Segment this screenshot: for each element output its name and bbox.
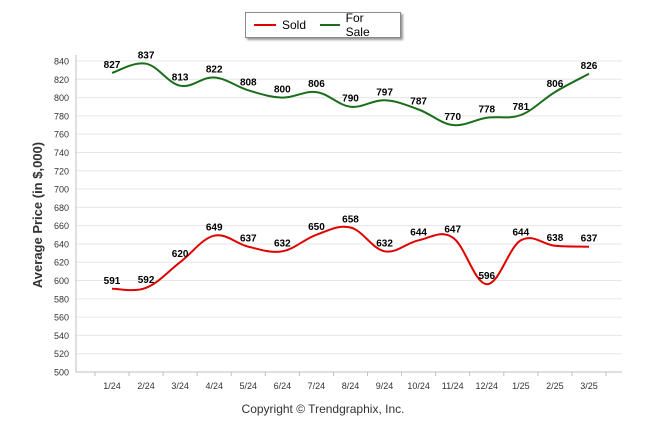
x-tick-label: 5/24 — [240, 381, 258, 391]
y-tick-label: 520 — [54, 349, 69, 359]
data-label-for-sale: 797 — [376, 87, 393, 98]
data-label-sold: 592 — [138, 275, 155, 286]
y-tick-label: 600 — [54, 276, 69, 286]
data-label-sold: 644 — [513, 227, 530, 238]
copyright-text: Copyright © Trendgraphix, Inc. — [241, 402, 405, 416]
legend-item-sold[interactable]: Sold — [254, 18, 306, 32]
data-label-for-sale: 837 — [138, 51, 155, 62]
y-axis: 500 520 540 560 580 600 620 640 660 680 700 720 740 7… — [54, 55, 77, 378]
legend-label-for-sale: For Sale — [345, 11, 370, 39]
y-tick-label: 840 — [54, 57, 69, 67]
y-tick-label: 560 — [54, 313, 69, 323]
y-tick-label: 640 — [54, 239, 69, 249]
data-label-for-sale: 827 — [104, 60, 121, 71]
data-label-for-sale: 770 — [444, 112, 461, 123]
y-axis-label: Average Price (in $,000) — [30, 142, 45, 288]
legend-label-sold: Sold — [282, 18, 307, 32]
y-tick-label: 740 — [54, 148, 69, 158]
y-tick-label: 540 — [54, 331, 69, 341]
data-label-for-sale: 790 — [342, 94, 359, 105]
x-tick-label: 11/24 — [442, 381, 464, 391]
data-label-for-sale: 800 — [274, 85, 291, 96]
data-label-for-sale: 808 — [240, 77, 257, 88]
data-label-sold: 658 — [342, 214, 359, 225]
y-tick-label: 780 — [54, 111, 69, 121]
legend-swatch-sold — [254, 24, 276, 26]
data-label-for-sale: 826 — [581, 61, 598, 72]
data-label-sold: 644 — [410, 227, 427, 238]
x-tick-label: 2/24 — [137, 381, 155, 391]
x-tick-label: 9/24 — [376, 381, 394, 391]
x-tick-label: 10/24 — [407, 381, 430, 391]
data-label-sold: 638 — [547, 233, 564, 244]
grid-lines — [76, 60, 622, 373]
data-label-sold: 632 — [376, 238, 393, 249]
series-line-sold — [111, 225, 590, 292]
data-label-sold: 632 — [274, 238, 291, 249]
y-tick-label: 760 — [54, 130, 69, 140]
data-label-sold: 591 — [104, 276, 121, 287]
x-tick-label: 2/25 — [546, 381, 564, 391]
y-tick-label: 700 — [54, 185, 69, 195]
y-tick-label: 820 — [54, 75, 69, 85]
x-tick-label: 12/24 — [476, 381, 499, 391]
y-tick-label: 680 — [54, 203, 69, 213]
y-tick-label: 580 — [54, 294, 69, 304]
x-tick-label: 3/25 — [580, 381, 598, 391]
data-label-sold: 620 — [172, 249, 189, 260]
y-tick-label: 720 — [54, 166, 69, 176]
series-line-for-sale — [111, 62, 590, 127]
data-label-for-sale: 806 — [308, 79, 325, 90]
y-tick-label: 500 — [54, 368, 69, 378]
data-label-for-sale: 781 — [513, 102, 530, 113]
x-tick-label: 1/24 — [103, 381, 121, 391]
x-tick-label: 1/25 — [512, 381, 530, 391]
data-label-for-sale: 822 — [206, 64, 223, 75]
data-label-sold: 637 — [240, 234, 257, 245]
data-label-for-sale: 806 — [547, 79, 564, 90]
data-label-sold: 649 — [206, 223, 223, 234]
x-tick-label: 4/24 — [205, 381, 223, 391]
data-label-sold: 637 — [581, 234, 598, 245]
data-label-sold: 647 — [444, 225, 461, 236]
legend: Sold For Sale — [245, 11, 401, 39]
y-tick-label: 660 — [54, 221, 69, 231]
x-tick-label: 7/24 — [308, 381, 326, 391]
x-tick-label: 6/24 — [274, 381, 292, 391]
legend-item-for-sale[interactable]: For Sale — [320, 11, 386, 39]
x-tick-label: 3/24 — [171, 381, 189, 391]
data-label-sold: 650 — [308, 222, 325, 233]
data-label-for-sale: 813 — [172, 73, 189, 84]
x-tick-label: 8/24 — [342, 381, 360, 391]
series-lines — [111, 62, 590, 292]
y-tick-label: 620 — [54, 258, 69, 268]
y-tick-label: 800 — [54, 93, 69, 103]
data-labels: 591 592 620 649 637 632 650 658 632 644 647 596 644 6… — [104, 51, 598, 287]
data-label-sold: 596 — [478, 271, 495, 282]
x-axis: 1/24 2/24 3/24 4/24 5/24 6/24 7/24 8/24 9/24 10/2… — [76, 371, 622, 391]
legend-swatch-for-sale — [320, 24, 340, 26]
data-label-for-sale: 787 — [410, 96, 427, 107]
data-label-for-sale: 778 — [478, 105, 495, 116]
